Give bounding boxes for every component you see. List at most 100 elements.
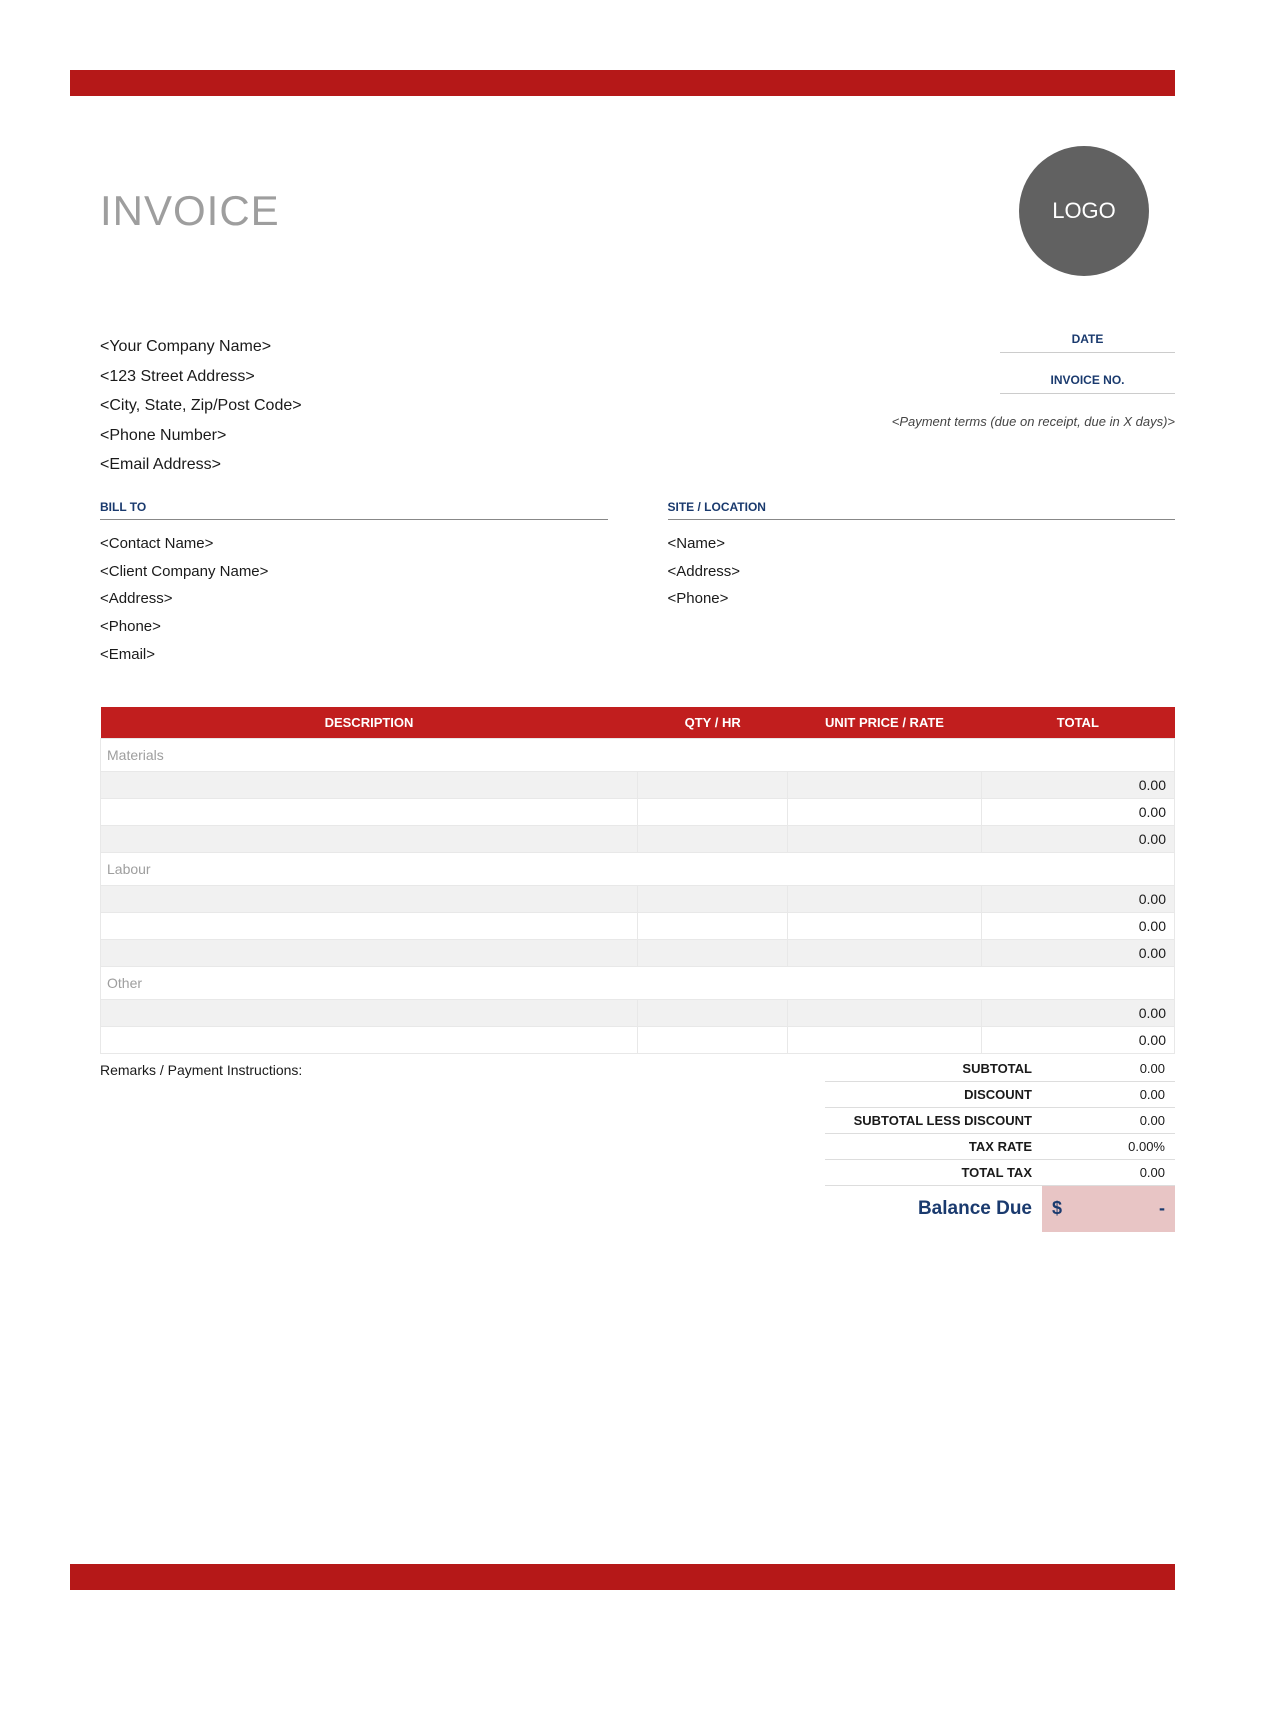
meta-info: DATE INVOICE NO. <Payment terms (due on … [892,332,1175,480]
item-row[interactable]: 0.00 [101,1026,1175,1053]
item-row[interactable]: 0.00 [101,885,1175,912]
date-label: DATE [1000,332,1175,346]
item-cell-qty[interactable] [638,912,788,939]
item-cell-qty[interactable] [638,1026,788,1053]
section-name: Labour [101,852,1175,885]
bill-to-contact: <Contact Name> [100,530,608,558]
summary-table: SUBTOTAL 0.00 DISCOUNT 0.00 SUBTOTAL LES… [825,1056,1175,1232]
item-cell-price[interactable] [788,885,981,912]
discount-value: 0.00 [1042,1081,1175,1107]
parties-row: BILL TO <Contact Name> <Client Company N… [100,500,1175,669]
invoice-no-field[interactable]: INVOICE NO. [1000,373,1175,394]
summary-subtotal-less: SUBTOTAL LESS DISCOUNT 0.00 [825,1107,1175,1133]
site-name: <Name> [668,530,1176,558]
item-cell-desc[interactable] [101,771,638,798]
remarks-label: Remarks / Payment Instructions: [100,1056,825,1232]
bill-to-email: <Email> [100,641,608,669]
site-section: SITE / LOCATION <Name> <Address> <Phone> [668,500,1176,669]
item-cell-price[interactable] [788,999,981,1026]
bill-to-lines: <Contact Name> <Client Company Name> <Ad… [100,530,608,669]
invoice-page: INVOICE LOGO <Your Company Name> <123 St… [0,70,1275,1720]
item-cell-qty[interactable] [638,798,788,825]
item-cell-price[interactable] [788,912,981,939]
tax-rate-value: 0.00% [1042,1133,1175,1159]
company-phone: <Phone Number> [100,421,302,451]
subtotal-less-label: SUBTOTAL LESS DISCOUNT [825,1107,1042,1133]
item-row[interactable]: 0.00 [101,771,1175,798]
item-cell-qty[interactable] [638,999,788,1026]
total-tax-label: TOTAL TAX [825,1159,1042,1185]
item-cell-qty[interactable] [638,885,788,912]
item-cell-desc[interactable] [101,825,638,852]
item-row[interactable]: 0.00 [101,912,1175,939]
subtotal-value: 0.00 [1042,1056,1175,1082]
item-cell-desc[interactable] [101,1026,638,1053]
item-cell-desc[interactable] [101,912,638,939]
company-street: <123 Street Address> [100,362,302,392]
summary-subtotal: SUBTOTAL 0.00 [825,1056,1175,1082]
item-cell-desc[interactable] [101,999,638,1026]
company-email: <Email Address> [100,450,302,480]
header-row: INVOICE LOGO [100,146,1175,276]
item-row[interactable]: 0.00 [101,999,1175,1026]
item-row[interactable]: 0.00 [101,825,1175,852]
top-accent-bar [70,70,1175,96]
company-name: <Your Company Name> [100,332,302,362]
item-cell-total[interactable]: 0.00 [981,939,1174,966]
balance-amount: - [1159,1198,1165,1219]
balance-currency: $ [1052,1198,1062,1219]
item-cell-total[interactable]: 0.00 [981,771,1174,798]
subtotal-label: SUBTOTAL [825,1056,1042,1082]
logo-placeholder: LOGO [1019,146,1149,276]
site-header: SITE / LOCATION [668,500,1176,520]
item-row[interactable]: 0.00 [101,939,1175,966]
item-cell-price[interactable] [788,939,981,966]
item-cell-total[interactable]: 0.00 [981,825,1174,852]
item-cell-price[interactable] [788,1026,981,1053]
item-cell-desc[interactable] [101,939,638,966]
bill-to-phone: <Phone> [100,613,608,641]
item-cell-price[interactable] [788,825,981,852]
section-name: Other [101,966,1175,999]
item-cell-price[interactable] [788,798,981,825]
date-field[interactable]: DATE [1000,332,1175,353]
site-lines: <Name> <Address> <Phone> [668,530,1176,613]
section-row: Materials [101,738,1175,771]
col-description: DESCRIPTION [101,707,638,739]
total-tax-value: 0.00 [1042,1159,1175,1185]
col-total: TOTAL [981,707,1174,739]
summary-tax-rate: TAX RATE 0.00% [825,1133,1175,1159]
invoice-title: INVOICE [100,187,280,235]
summary-total-tax: TOTAL TAX 0.00 [825,1159,1175,1185]
bill-to-section: BILL TO <Contact Name> <Client Company N… [100,500,608,669]
item-cell-desc[interactable] [101,885,638,912]
summary-discount: DISCOUNT 0.00 [825,1081,1175,1107]
col-qty: QTY / HR [638,707,788,739]
tax-rate-label: TAX RATE [825,1133,1042,1159]
item-cell-total[interactable]: 0.00 [981,912,1174,939]
subtotal-less-value: 0.00 [1042,1107,1175,1133]
items-table-body: Materials0.000.000.00Labour0.000.000.00O… [101,738,1175,1053]
site-address: <Address> [668,558,1176,586]
payment-terms: <Payment terms (due on receipt, due in X… [892,414,1175,429]
item-cell-total[interactable]: 0.00 [981,999,1174,1026]
site-phone: <Phone> [668,585,1176,613]
company-info: <Your Company Name> <123 Street Address>… [100,332,302,480]
bill-to-header: BILL TO [100,500,608,520]
section-row: Labour [101,852,1175,885]
item-cell-qty[interactable] [638,939,788,966]
item-cell-qty[interactable] [638,771,788,798]
bill-to-address: <Address> [100,585,608,613]
section-name: Materials [101,738,1175,771]
bottom-accent-bar [70,1564,1175,1590]
balance-label: Balance Due [825,1185,1042,1232]
item-cell-desc[interactable] [101,798,638,825]
item-cell-total[interactable]: 0.00 [981,1026,1174,1053]
item-cell-total[interactable]: 0.00 [981,798,1174,825]
item-cell-total[interactable]: 0.00 [981,885,1174,912]
item-cell-price[interactable] [788,771,981,798]
summary-area: Remarks / Payment Instructions: SUBTOTAL… [100,1056,1175,1232]
invoice-no-label: INVOICE NO. [1000,373,1175,387]
item-cell-qty[interactable] [638,825,788,852]
item-row[interactable]: 0.00 [101,798,1175,825]
